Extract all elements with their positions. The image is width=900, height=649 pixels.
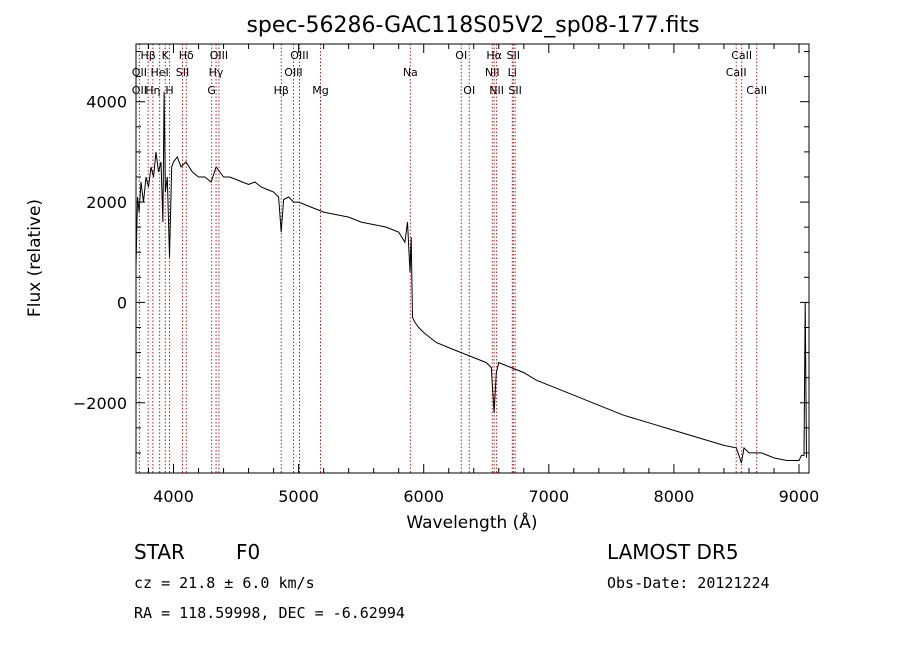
line-label-22: Li bbox=[508, 66, 517, 79]
line-label-0: Hβ bbox=[140, 49, 155, 62]
object-class: STAR bbox=[134, 540, 185, 564]
line-label-20: SII bbox=[507, 49, 520, 62]
y-tick-label: −2000 bbox=[73, 394, 127, 413]
obs-date: Obs-Date: 20121224 bbox=[607, 574, 770, 592]
y-tick-label: 2000 bbox=[86, 193, 127, 212]
line-label-24: SII bbox=[508, 84, 521, 97]
line-label-8: SII bbox=[176, 66, 189, 79]
chart-title: spec-56286-GAC118S05V2_sp08-177.fits bbox=[246, 13, 699, 38]
line-label-12: Hβ bbox=[274, 84, 289, 97]
line-label-27: CaII bbox=[746, 84, 767, 97]
line-label-23: NII bbox=[489, 84, 504, 97]
line-label-7: Hδ bbox=[179, 49, 194, 62]
y-tick-label: 0 bbox=[117, 293, 127, 312]
y-axis: −2000 0 2000 4000 bbox=[73, 51, 809, 454]
line-label-11: G bbox=[207, 84, 216, 97]
y-axis-label: Flux (relative) bbox=[25, 199, 45, 317]
line-label-17: OI bbox=[455, 49, 467, 62]
x-axis: 4000 5000 6000 7000 8000 9000 bbox=[148, 44, 820, 506]
line-label-13: OIII bbox=[290, 49, 308, 62]
line-label-9: OIII bbox=[210, 49, 228, 62]
line-label-4: HeI bbox=[150, 66, 168, 79]
survey-name: LAMOST DR5 bbox=[607, 540, 739, 564]
line-markers bbox=[138, 44, 758, 473]
x-tick-label: 5000 bbox=[278, 487, 319, 506]
line-label-26: CaII bbox=[726, 66, 747, 79]
line-label-14: OIII bbox=[284, 66, 302, 79]
line-label-3: K bbox=[162, 49, 170, 62]
x-tick-label: 9000 bbox=[779, 487, 820, 506]
x-tick-label: 7000 bbox=[528, 487, 569, 506]
x-tick-label: 8000 bbox=[654, 487, 695, 506]
line-label-16: Na bbox=[403, 66, 418, 79]
spectrum-line bbox=[135, 91, 807, 464]
line-label-21: NII bbox=[485, 66, 500, 79]
subclass: F0 bbox=[236, 540, 261, 564]
coordinates: RA = 118.59998, DEC = -6.62994 bbox=[134, 604, 405, 622]
line-label-10: Hγ bbox=[209, 66, 224, 79]
line-label-25: CaII bbox=[731, 49, 752, 62]
line-label-19: Hα bbox=[486, 49, 502, 62]
y-tick-label: 4000 bbox=[86, 93, 127, 112]
x-axis-label: Wavelength (Å) bbox=[406, 511, 537, 533]
plot-frame bbox=[135, 43, 810, 474]
x-tick-label: 4000 bbox=[153, 487, 194, 506]
x-tick-label: 6000 bbox=[403, 487, 444, 506]
line-label-6: H bbox=[165, 84, 173, 97]
redshift-value: cz = 21.8 ± 6.0 km/s bbox=[134, 574, 315, 592]
line-label-5: Hη bbox=[145, 84, 160, 97]
line-label-15: Mg bbox=[312, 84, 328, 97]
line-label-18: OI bbox=[463, 84, 475, 97]
